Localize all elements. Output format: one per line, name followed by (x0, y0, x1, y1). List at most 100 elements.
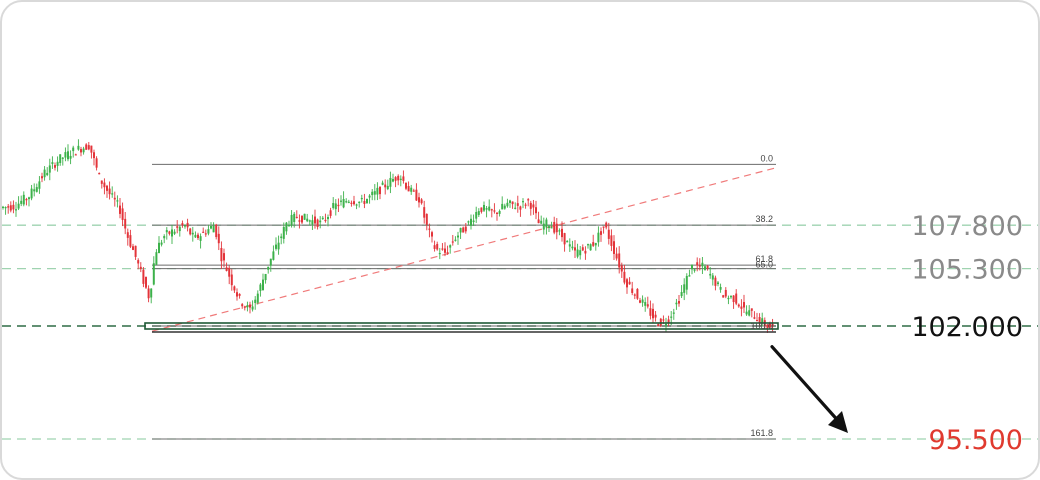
candle-body (642, 300, 644, 303)
candle-body (90, 146, 92, 153)
candle-body (662, 319, 664, 320)
candle-body (236, 292, 238, 296)
candle-body (696, 262, 698, 265)
candle-body (200, 236, 202, 241)
candle-body (111, 193, 113, 194)
candle-body (241, 304, 243, 306)
candle-body (275, 245, 277, 249)
candle-body (473, 221, 475, 223)
candle-body (592, 242, 594, 246)
candle-body (512, 202, 514, 205)
candle-body (322, 218, 324, 219)
candle-body (400, 179, 402, 180)
candle-body (746, 312, 748, 315)
candle-body (116, 200, 118, 201)
candle-body (207, 229, 209, 233)
candle-body (366, 199, 368, 203)
candle-body (150, 289, 152, 298)
candle-body (608, 230, 610, 239)
candle-body (194, 235, 196, 237)
candle-body (218, 234, 220, 243)
candle-body (179, 227, 181, 231)
candle-body (597, 233, 599, 243)
price-label-107-800: 107.800 (911, 211, 1023, 242)
candle-body (738, 305, 740, 307)
candle-body (319, 221, 321, 223)
candle-body (137, 260, 139, 263)
candle-body (101, 181, 103, 184)
candle-body (421, 199, 423, 203)
candle-body (444, 249, 446, 253)
candle-body (499, 211, 501, 214)
candle-body (142, 270, 144, 284)
candle-body (522, 201, 524, 202)
candle-body (454, 240, 456, 241)
fib-label-100-0: 100.0 (750, 321, 773, 331)
candle-body (239, 294, 241, 296)
candle-body (356, 204, 358, 205)
candle-body (304, 214, 306, 220)
candle-body (504, 206, 506, 209)
candle-body (31, 189, 33, 199)
candle-body (439, 253, 441, 254)
candle-body (127, 232, 129, 238)
candle-body (694, 270, 696, 271)
candle-body (603, 226, 605, 227)
candle-body (418, 197, 420, 202)
candle-body (106, 186, 108, 191)
candle-body (436, 244, 438, 250)
candle-body (62, 158, 64, 159)
candle-body (709, 274, 711, 276)
candle-body (33, 189, 35, 191)
candle-body (441, 248, 443, 249)
candle-body (77, 146, 79, 150)
candle-body (704, 266, 706, 270)
candle-body (122, 208, 124, 220)
candle-body (293, 214, 295, 222)
candle-body (38, 181, 40, 188)
candle-body (486, 208, 488, 209)
candle-body (475, 212, 477, 219)
candle-body (413, 190, 415, 191)
candle-body (561, 229, 563, 237)
candle-body (717, 282, 719, 284)
candle-body (223, 253, 225, 260)
candle-body (688, 275, 690, 276)
candle-body (67, 151, 69, 159)
candle-body (80, 149, 82, 152)
candle-body (369, 196, 371, 198)
candle-body (145, 277, 147, 288)
candle-body (158, 243, 160, 253)
candle-body (18, 204, 20, 209)
candle-body (210, 226, 212, 229)
candle-body (551, 227, 553, 228)
candle-body (610, 235, 612, 246)
candle-body (280, 237, 282, 239)
candle-body (699, 265, 701, 266)
candle-body (556, 224, 558, 232)
price-label-105-300: 105.300 (911, 255, 1023, 286)
candle-body (7, 206, 9, 207)
candle-body (751, 308, 753, 310)
candle-body (246, 305, 248, 307)
candle-body (402, 176, 404, 180)
candle-body (36, 187, 38, 192)
candle-body (244, 307, 246, 308)
candle-body (686, 276, 688, 290)
candle-body (457, 236, 459, 238)
candle-body (623, 272, 625, 283)
candle-body (189, 229, 191, 235)
candle-body (197, 235, 199, 238)
candle-body (103, 183, 105, 188)
candle-body (665, 324, 667, 325)
fib-label-161-8: 161.8 (750, 428, 773, 438)
candle-body (20, 201, 22, 204)
candle-body (361, 198, 363, 199)
candle-body (467, 221, 469, 222)
candle-body (564, 233, 566, 244)
candle-body (96, 158, 98, 167)
candle-body (348, 202, 350, 203)
candle-body (452, 241, 454, 242)
candle-body (85, 144, 87, 149)
candle-body (517, 203, 519, 206)
